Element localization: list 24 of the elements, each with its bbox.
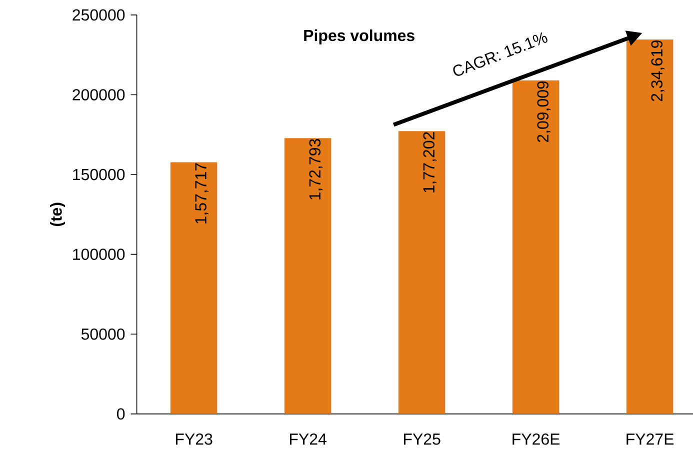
x-tick-label: FY25 (404, 433, 440, 445)
y-tick-label: 0 (117, 408, 125, 420)
bar (170, 162, 218, 414)
y-tick-label: 250000 (72, 9, 125, 21)
bar (512, 80, 560, 414)
y-tick-label: 200000 (72, 89, 125, 100)
y-tick-label: 50000 (81, 328, 125, 340)
x-tick-label: FY23 (176, 433, 212, 445)
x-tick-label: FY27E (626, 433, 674, 445)
text: Pipes volumes (304, 29, 414, 44)
data-label: 1,72,793 (309, 139, 322, 200)
x-tick-label: FY24 (290, 433, 326, 445)
data-label: 2,09,009 (537, 81, 550, 142)
data-label: 1,77,202 (423, 132, 436, 192)
annotation: CAGR: 15.1% (453, 32, 548, 76)
data-label: 2,34,619 (651, 40, 664, 102)
y-tick-label: 150000 (73, 168, 125, 180)
y-axis-title: (te) (50, 202, 66, 226)
y-tick-label: 100000 (73, 248, 125, 260)
bar (398, 131, 446, 414)
bar (284, 138, 332, 414)
bar (626, 39, 674, 414)
data-label: 1,57,717 (195, 163, 208, 224)
x-tick-label: FY26E (512, 433, 560, 445)
